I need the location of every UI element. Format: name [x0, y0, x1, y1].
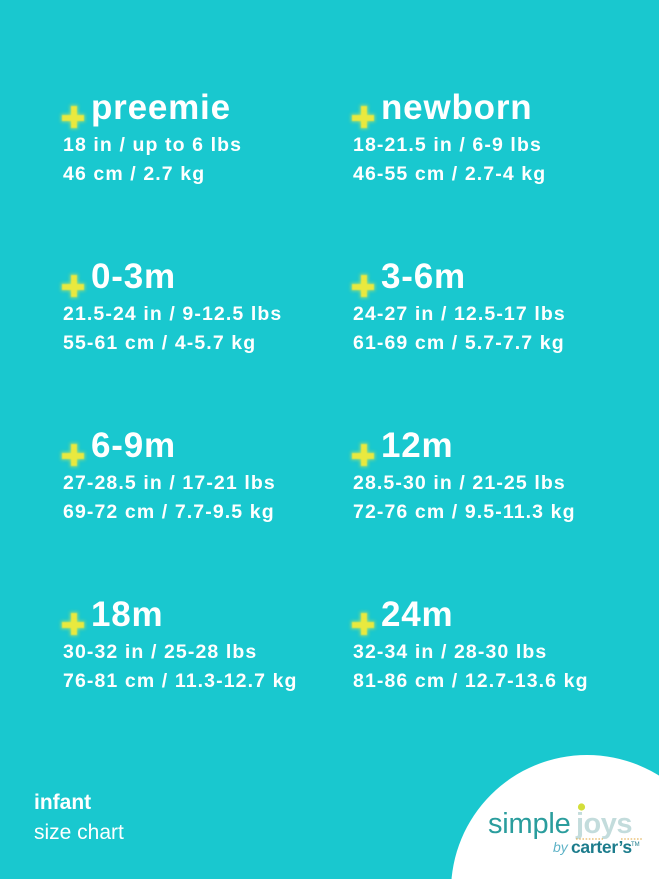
svg-text:TM: TM — [631, 842, 640, 848]
svg-text:by: by — [553, 839, 569, 855]
svg-text:simple: simple — [488, 808, 571, 840]
svg-text:joys: joys — [575, 808, 632, 840]
svg-text:carter’s: carter’s — [571, 837, 632, 857]
